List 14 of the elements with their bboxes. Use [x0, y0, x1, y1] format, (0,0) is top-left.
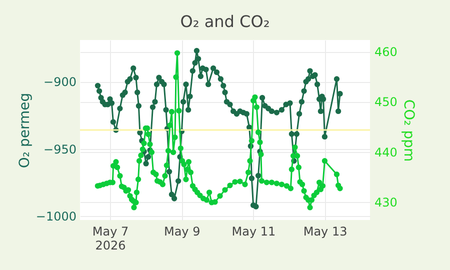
- y2-tick-label: 450: [374, 95, 398, 110]
- x-tick-label: May 9: [164, 224, 200, 238]
- y-tick-label: −900: [44, 75, 76, 90]
- x-tick-label: May 13: [303, 224, 348, 238]
- x-tick-label: May 11: [232, 224, 276, 238]
- y2-axis-title: CO₂ ppm: [400, 99, 416, 162]
- y-tick-label: −1000: [36, 209, 76, 224]
- y2-tick-label: 430: [374, 195, 398, 210]
- x-tick-label: May 7 2026: [92, 224, 129, 252]
- y2-tick-label: 460: [374, 45, 398, 60]
- y2-tick-label: 440: [374, 145, 398, 160]
- y-tick-label: −950: [44, 142, 76, 156]
- chart-title: O₂ and CO₂: [180, 12, 270, 31]
- y-axis-title: O₂ permeg: [16, 92, 33, 168]
